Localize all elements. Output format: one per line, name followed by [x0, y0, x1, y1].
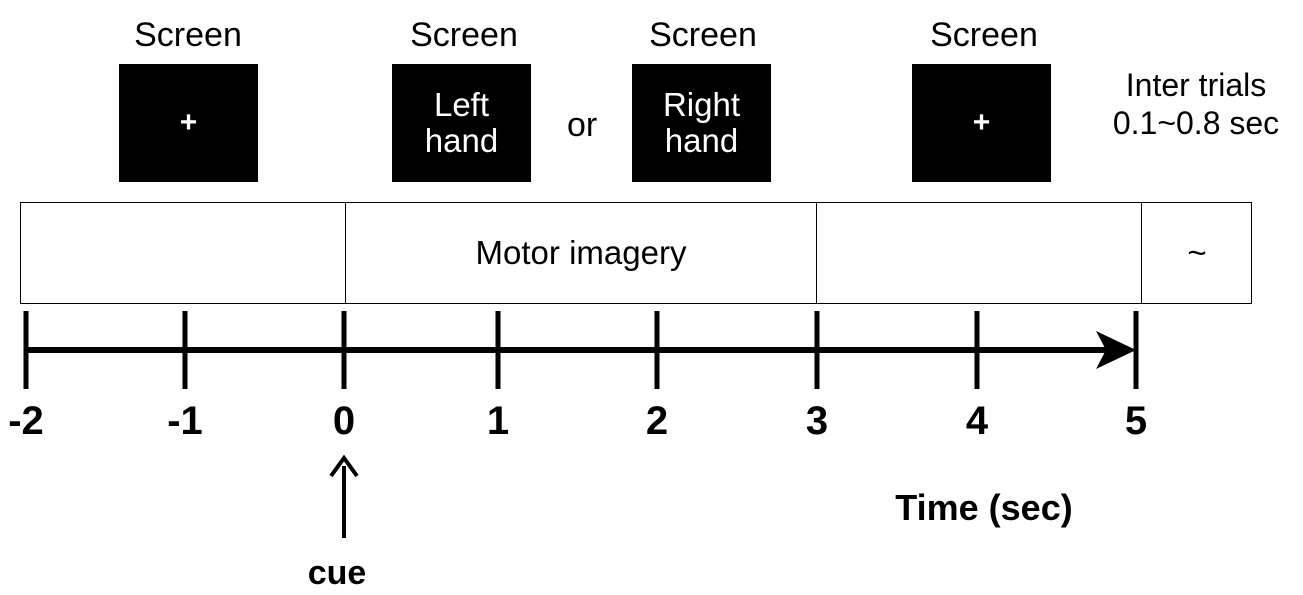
fixation-screen-post: +	[912, 64, 1051, 182]
right-hand-line-2: hand	[664, 122, 739, 159]
left-hand-line-2: hand	[424, 122, 499, 159]
screen-label-3: Screen	[649, 16, 757, 54]
fixation-cross-icon: +	[179, 106, 198, 139]
axis-tick-label: 3	[806, 399, 828, 443]
axis-tick-label: 0	[333, 399, 355, 443]
screen-label-2: Screen	[410, 16, 518, 54]
left-hand-screen: Left hand	[392, 64, 531, 182]
motor-imagery-label: Motor imagery	[475, 234, 687, 271]
axis-line	[26, 331, 1136, 369]
trial-timeline-bar: Motor imagery ~	[20, 202, 1252, 304]
left-hand-line-1: Left	[433, 86, 490, 124]
inter-trials-label: Inter trials 0.1~0.8 sec	[1086, 66, 1303, 143]
time-axis-title: Time (sec)	[895, 487, 1072, 528]
fixation-cross-icon: +	[972, 106, 991, 139]
axis-tick-label: 4	[966, 399, 989, 443]
timeline-segment-inter-trial: ~	[1141, 203, 1252, 303]
cue-label: cue	[308, 554, 367, 592]
axis-arrowhead-icon	[1096, 331, 1136, 369]
cue-arrow-icon	[329, 454, 359, 538]
timeline-segment-motor-imagery: Motor imagery	[345, 203, 816, 303]
axis-tick-label: 2	[646, 399, 668, 443]
inter-trials-line-1: Inter trials	[1125, 67, 1267, 103]
screen-label-4: Screen	[930, 16, 1038, 54]
or-label: or	[567, 106, 598, 144]
inter-trials-line-2: 0.1~0.8 sec	[1112, 105, 1280, 142]
axis-tick-label: -1	[167, 399, 203, 443]
timeline-segment-post	[816, 203, 1141, 303]
tilde-label: ~	[1187, 234, 1207, 271]
right-hand-screen: Right hand	[632, 64, 771, 182]
fixation-screen-pre: +	[119, 64, 258, 182]
axis-tick-label: -2	[8, 399, 44, 443]
axis-ticks: -2 -1 0 1 2 3 4 5	[8, 311, 1147, 443]
screen-label-1: Screen	[134, 16, 242, 54]
axis-tick-label: 5	[1125, 399, 1147, 443]
axis-tick-label: 1	[487, 399, 509, 443]
right-hand-line-1: Right	[662, 86, 741, 124]
